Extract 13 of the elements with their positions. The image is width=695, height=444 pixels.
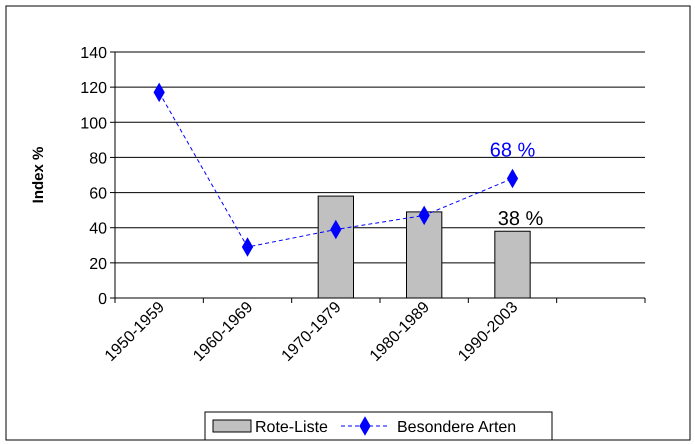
data-label: 68 % bbox=[490, 140, 536, 162]
y-tick-label: 80 bbox=[89, 150, 108, 168]
y-tick-label: 60 bbox=[89, 186, 108, 203]
legend-label: Besondere Arten bbox=[397, 419, 516, 436]
y-tick-label: 0 bbox=[98, 291, 108, 308]
y-tick-label: 40 bbox=[89, 220, 108, 238]
y-tick-label: 120 bbox=[80, 80, 108, 98]
legend-label: Rote-Liste bbox=[255, 419, 328, 436]
y-tick-label: 20 bbox=[89, 256, 108, 273]
y-axis-title: Index % bbox=[30, 146, 47, 204]
y-tick-label: 100 bbox=[80, 115, 108, 132]
y-tick-label: 140 bbox=[80, 45, 108, 62]
data-label: 38 % bbox=[498, 208, 544, 230]
